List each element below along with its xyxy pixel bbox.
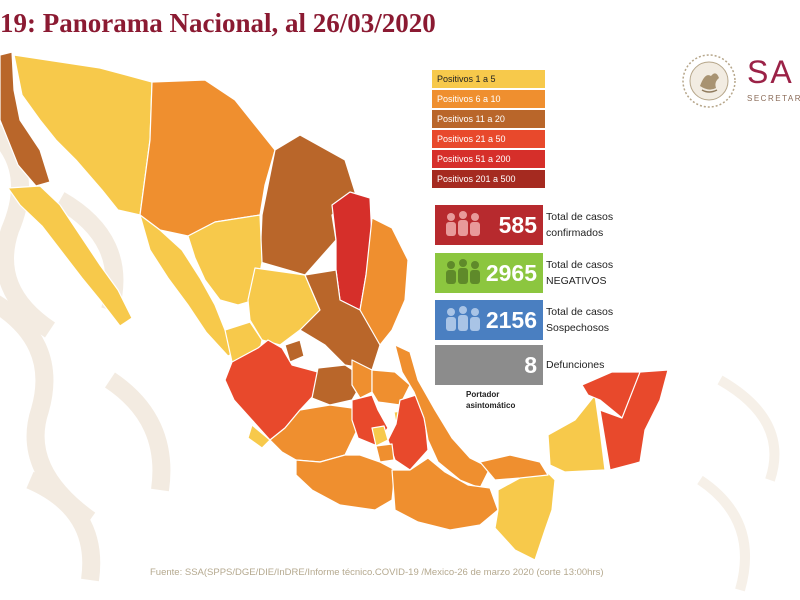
ssa-logo: SA SECRETAR: [680, 50, 800, 110]
state-quintana-roo: [599, 369, 669, 471]
state-aguascalientes: [284, 339, 305, 363]
mexico-map: [0, 51, 669, 561]
source-footnote: Fuente: SSA(SPPS/DGE/DIE/InDRE/Informe t…: [150, 567, 604, 578]
asymptomatic-carrier-note: Portador asintomático: [466, 390, 516, 410]
legend-item: Positivos 11 a 20: [432, 110, 545, 128]
legend-item: Positivos 6 a 10: [432, 90, 545, 108]
deaths-box: 8: [435, 345, 543, 385]
suspect-cases-label: Total de casos Sospechosos: [546, 306, 614, 334]
logo-subtitle: SECRETAR: [747, 94, 800, 103]
deaths-value: 8: [524, 352, 537, 378]
state-jalisco: [224, 339, 319, 441]
state-tamaulipas: [359, 217, 409, 346]
eagle-seal-icon: [682, 54, 736, 108]
state-oaxaca: [391, 457, 499, 531]
suspect-cases-value: 2156: [485, 307, 537, 333]
negative-cases-label: Total de casos NEGATIVOS: [546, 259, 614, 287]
state-queretaro: [351, 359, 373, 399]
legend-item: Positivos 201 a 500: [432, 170, 545, 188]
deaths-label: Defunciones: [546, 359, 605, 371]
page-title: 19: Panorama Nacional, al 26/03/2020: [0, 8, 436, 38]
negative-cases-box: 2965: [435, 253, 543, 293]
negative-cases-value: 2965: [485, 260, 537, 286]
confirmed-cases-label: Total de casos confirmados: [546, 211, 614, 239]
confirmed-cases-value: 585: [498, 212, 537, 238]
state-chiapas: [494, 469, 556, 561]
state-sonora: [13, 54, 153, 216]
state-baja-california: [0, 51, 51, 187]
state-chihuahua: [139, 79, 276, 237]
people-icon: [446, 259, 480, 284]
confirmed-cases-box: 585: [435, 205, 543, 245]
state-colima: [247, 424, 271, 449]
suspect-cases-box: 2156: [435, 300, 543, 340]
state-durango: [187, 214, 263, 306]
map-legend: Positivos 1 a 5 Positivos 6 a 10 Positiv…: [432, 70, 545, 190]
state-tabasco: [479, 454, 549, 481]
people-icon: [446, 211, 480, 236]
state-morelos: [375, 443, 395, 463]
state-guerrero: [295, 454, 396, 511]
state-campeche: [547, 394, 606, 473]
legend-item: Positivos 51 a 200: [432, 150, 545, 168]
people-icon: [446, 306, 480, 331]
logo-text: SA: [747, 54, 794, 90]
legend-item: Positivos 21 a 50: [432, 130, 545, 148]
state-baja-california-sur: [7, 185, 133, 327]
legend-item: Positivos 1 a 5: [432, 70, 545, 88]
